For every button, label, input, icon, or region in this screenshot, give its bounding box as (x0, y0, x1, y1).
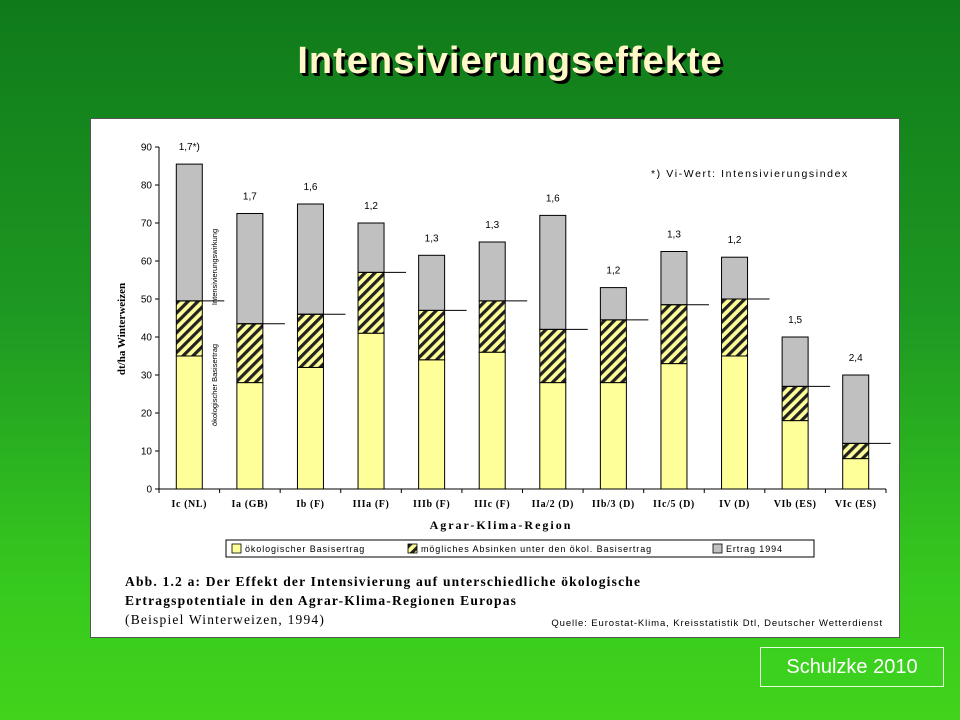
y-tick-label: 20 (141, 409, 153, 420)
bar-possible-decline (418, 309, 446, 361)
bar-possible-decline (842, 442, 870, 460)
y-tick-label: 40 (141, 333, 153, 344)
y-tick-label: 90 (141, 143, 153, 154)
bar-base-yield (721, 355, 749, 490)
bar-base-yield (357, 332, 385, 490)
y-tick-label: 0 (146, 485, 152, 496)
bar-yield-1994 (478, 241, 506, 302)
footnote: *) Vi-Wert: Intensivierungsindex (651, 168, 849, 180)
vi-value-label: 1,2 (364, 201, 378, 212)
bar-possible-decline (478, 300, 506, 353)
bar-yield-1994 (781, 336, 809, 387)
legend-box (225, 539, 815, 558)
x-tick-label: IIIc (F) (474, 499, 510, 510)
x-tick-label: VIb (ES) (774, 499, 817, 510)
y-tick-label: 50 (141, 295, 153, 306)
vi-value-label: 2,4 (849, 353, 863, 364)
bar-base-yield (599, 382, 627, 490)
x-tick-label: Ib (F) (296, 499, 324, 510)
bar-base-yield (236, 382, 264, 490)
bar-base-yield (296, 366, 324, 490)
vi-value-label: 1,3 (485, 220, 499, 231)
bar-yield-1994 (599, 287, 627, 321)
legend: ökologischer Basisertrag mögliches Absin… (225, 539, 815, 558)
legend-label-yield: Ertrag 1994 (726, 544, 783, 554)
vi-value-label: 1,3 (667, 230, 681, 241)
bar-possible-decline (599, 319, 627, 384)
x-tick-label: IIc/5 (D) (653, 499, 695, 510)
bar-possible-decline (539, 328, 567, 384)
vi-value-label: 1,2 (606, 266, 620, 277)
slide-title: Intensivierungseffekte (297, 40, 723, 82)
bar-possible-decline (296, 313, 324, 368)
vi-value-label: 1,6 (546, 193, 560, 204)
vi-value-label: 1,7 (243, 192, 257, 203)
bar-possible-decline (781, 385, 809, 422)
bar-yield-1994 (660, 251, 688, 306)
bar-base-yield (478, 351, 506, 490)
bar-base-yield (781, 420, 809, 490)
bar-yield-1994 (539, 214, 567, 330)
bar-possible-decline (236, 323, 264, 384)
vertical-label-intensification: Intensivierungswirkung (210, 229, 219, 305)
bars-layer (175, 163, 891, 490)
x-tick-label: Ic (NL) (171, 499, 207, 510)
vi-value-label: 1,3 (425, 233, 439, 244)
vertical-label-base-yield: ökologischer Basisertrag (210, 344, 219, 426)
chart-svg: 0 10 20 30 40 50 60 70 80 90 1,7*) Ic (NL) 1,7 Ia (G… (116, 142, 891, 629)
axes-layer: 0 10 20 30 40 50 60 70 80 90 (141, 143, 887, 496)
bar-yield-1994 (175, 163, 203, 302)
bar-possible-decline (660, 304, 688, 365)
chart-panel: 0 10 20 30 40 50 60 70 80 90 1,7*) Ic (NL) 1,7 Ia (G… (90, 118, 900, 638)
caption-line-1: Abb. 1.2 a: Der Effekt der Intensivierun… (125, 574, 641, 589)
x-tick-label: VIc (ES) (835, 499, 877, 510)
bar-possible-decline (357, 271, 385, 334)
x-tick-label: IIa/2 (D) (532, 499, 574, 510)
bar-possible-decline (175, 300, 203, 357)
bar-base-yield (418, 359, 446, 490)
y-axis-label: dt/ha Winterweizen (116, 283, 128, 375)
x-axis-label: Agrar-Klima-Region (430, 518, 573, 532)
bar-yield-1994 (721, 256, 749, 300)
bar-yield-1994 (236, 213, 264, 325)
bar-yield-1994 (357, 222, 385, 273)
credit-box: Schulzke 2010 (760, 647, 944, 687)
bar-yield-1994 (418, 254, 446, 311)
labels-layer: 1,7*) Ic (NL) 1,7 Ia (GB) 1,6 Ib (F) 1,2 IIIa (… (171, 142, 877, 510)
bar-possible-decline (721, 298, 749, 357)
y-tick-label: 30 (141, 371, 153, 382)
bar-base-yield (175, 355, 203, 490)
x-tick-label: IIb/3 (D) (592, 499, 635, 510)
y-tick-label: 60 (141, 257, 153, 268)
legend-label-decline: mögliches Absinken unter den ökol. Basis… (421, 544, 652, 554)
bar-base-yield (539, 382, 567, 490)
vi-value-label: 1,2 (728, 235, 742, 246)
vi-value-label: 1,6 (304, 182, 318, 193)
bar-yield-1994 (842, 374, 870, 444)
bar-base-yield (842, 458, 870, 490)
caption-line-3: (Beispiel Winterweizen, 1994) (125, 612, 325, 627)
source-note: Quelle: Eurostat-Klima, Kreisstatistik D… (551, 618, 883, 629)
legend-label-base: ökologischer Basisertrag (245, 544, 365, 554)
x-tick-label: IV (D) (719, 499, 750, 510)
y-tick-label: 70 (141, 219, 153, 230)
y-tick-label: 10 (141, 447, 153, 458)
legend-swatch-yield (712, 543, 723, 554)
x-tick-label: IIIb (F) (413, 499, 450, 510)
caption-line-2: Ertragspotentiale in den Agrar-Klima-Reg… (125, 593, 517, 608)
legend-swatch-decline (407, 543, 418, 554)
y-tick-label: 80 (141, 181, 153, 192)
x-tick-label: IIIa (F) (353, 499, 390, 510)
legend-swatch-base (231, 543, 242, 554)
vi-value-label: 1,7*) (179, 142, 200, 153)
bar-yield-1994 (296, 203, 324, 315)
bar-base-yield (660, 363, 688, 490)
vi-value-label: 1,5 (788, 315, 802, 326)
x-tick-label: Ia (GB) (232, 499, 269, 510)
